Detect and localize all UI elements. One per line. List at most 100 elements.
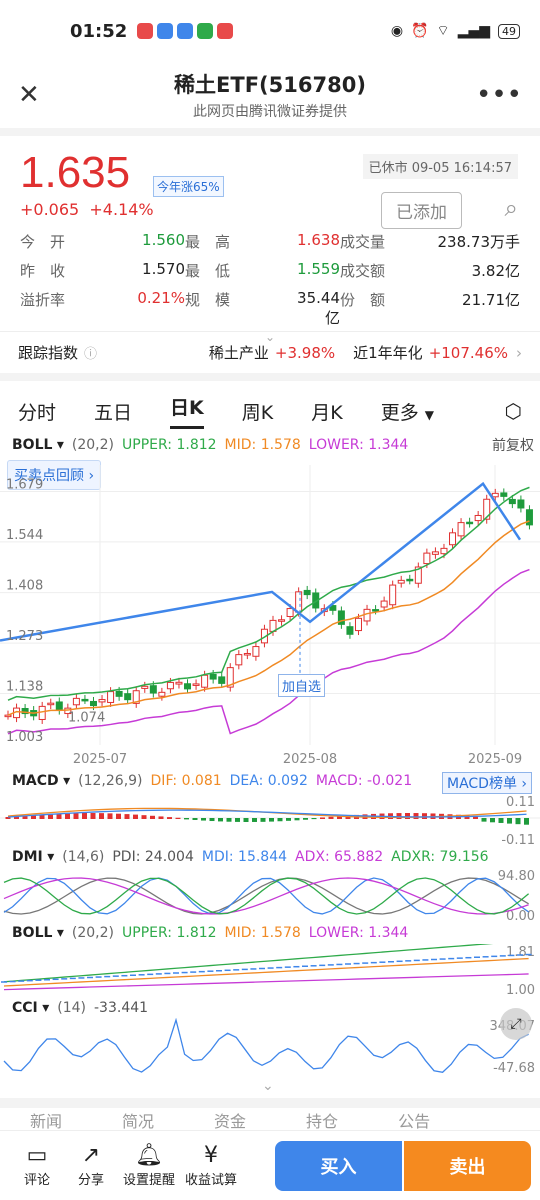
candle-body — [175, 681, 183, 685]
boll-selector[interactable]: BOLL ▾ — [12, 437, 64, 453]
macd-selector[interactable]: MACD ▾ — [12, 773, 71, 789]
macd-bar — [90, 813, 96, 819]
candle-body — [397, 579, 405, 584]
candle-body — [354, 617, 362, 632]
candle-body — [235, 654, 243, 666]
candle-body — [149, 685, 157, 694]
candle-body — [389, 584, 397, 606]
divider — [0, 373, 540, 381]
macd-bar — [303, 818, 308, 820]
share-button[interactable]: ↗ 分享 — [64, 1143, 118, 1188]
tracking-index-row[interactable]: 跟踪指数 ⓘ 稀土产业 +3.98% 近1年年化 +107.46% › — [0, 331, 540, 373]
macd-bar — [243, 818, 249, 822]
added-button[interactable]: 已添加 — [381, 192, 462, 229]
candle-body — [449, 532, 457, 546]
trend-line — [0, 481, 522, 642]
cci-selector[interactable]: CCI ▾ — [12, 1000, 50, 1016]
candle-body — [81, 698, 89, 702]
macd-bar — [141, 815, 147, 819]
more-icon[interactable]: ••• — [475, 80, 522, 110]
candle-body — [372, 609, 380, 612]
tab-profile[interactable]: 简况 — [122, 1112, 155, 1130]
tab-funds[interactable]: 资金 — [214, 1112, 247, 1130]
candle-body — [337, 610, 345, 625]
boll2-selector[interactable]: BOLL ▾ — [12, 925, 64, 941]
candle-body — [278, 619, 286, 622]
candle-body — [466, 521, 474, 525]
close-icon[interactable]: ✕ — [18, 80, 40, 110]
fullscreen-icon[interactable]: ⤢ — [500, 1008, 532, 1040]
candle-body — [483, 498, 491, 520]
macd-bar — [345, 815, 351, 819]
macd-bar — [337, 816, 342, 819]
buy-button[interactable]: 买入 — [275, 1141, 402, 1191]
macd-bar — [56, 813, 62, 819]
page-title: 稀土ETF(516780) — [174, 73, 366, 97]
macd-rank-button[interactable]: MACD榜单 › — [441, 772, 532, 794]
macd-bar — [490, 818, 495, 823]
share-label: 分享 — [77, 1173, 104, 1188]
bottom-content-tabs: 新闻 简况 资金 持仓 公告 — [0, 1108, 540, 1130]
tab-announcements[interactable]: 公告 — [398, 1112, 431, 1130]
candle-body — [474, 514, 482, 522]
boll2-chart: 1.81 1.00 — [1, 944, 535, 996]
expand-chevron-icon[interactable]: ⌄ — [262, 1078, 274, 1094]
boll2-top-label: 1.81 — [506, 945, 535, 960]
wifi-icon: ⌔ — [436, 23, 450, 39]
tab-monthly-k[interactable]: 月K — [311, 401, 343, 424]
signal-icon: ▂▄▆ — [457, 23, 490, 39]
candle-body — [491, 492, 499, 498]
expand-chevron-icon[interactable]: ⌄ — [264, 330, 276, 344]
adjust-type[interactable]: 前复权 — [492, 438, 534, 454]
stat-value: 1.570 — [142, 260, 185, 278]
comment-button[interactable]: ▭ 评论 — [10, 1143, 64, 1188]
settings-icon[interactable]: ⬡ — [504, 399, 522, 423]
profit-calc-button[interactable]: ¥ 收益试算 — [180, 1143, 242, 1188]
dmi-line — [3, 877, 529, 915]
dmi-bottom-label: 0.00 — [506, 909, 535, 923]
tab-more[interactable]: 更多 ▼ — [380, 401, 434, 424]
macd-bar — [481, 818, 487, 822]
macd-bar — [124, 814, 130, 819]
candlestick-chart[interactable]: 1.679 1.544 1.408 1.273 1.138 1.003 1.074 2025-… — [0, 455, 540, 770]
candle-body — [252, 646, 260, 657]
stat-value: 1.560 — [142, 231, 185, 249]
tab-five-day[interactable]: 五日 — [94, 401, 133, 424]
macd-header: MACD ▾ (12,26,9) DIF: 0.081 DEA: 0.092 M… — [0, 773, 540, 789]
tab-weekly-k[interactable]: 周K — [241, 401, 274, 424]
candle-body — [184, 683, 192, 690]
trade-review-button[interactable]: 买卖点回顾 › — [7, 460, 102, 490]
dmi-pdi: PDI: 24.004 — [112, 849, 194, 865]
tab-holdings[interactable]: 持仓 — [306, 1112, 339, 1130]
macd-bar — [133, 814, 138, 819]
comment-label: 评论 — [23, 1173, 50, 1188]
boll-lower-line — [7, 568, 530, 735]
comment-icon: ▭ — [26, 1143, 48, 1168]
candle-body — [4, 714, 12, 718]
candle-body — [500, 492, 508, 497]
candle-body — [414, 566, 422, 584]
macd-bar — [464, 815, 470, 819]
stat-label: 今 开 — [20, 233, 66, 251]
annual-return: +107.46% — [428, 343, 508, 362]
search-icon[interactable]: ⌕ — [504, 194, 518, 222]
candle-body — [201, 674, 209, 688]
tab-news[interactable]: 新闻 — [30, 1112, 63, 1130]
y-tick-label: 1.003 — [6, 730, 43, 745]
price-change: +0.065 — [20, 200, 80, 219]
tab-minute[interactable]: 分时 — [18, 401, 57, 424]
tab-daily-k[interactable]: 日K — [170, 393, 204, 429]
sell-button[interactable]: 卖出 — [404, 1141, 531, 1191]
macd-bar — [209, 818, 215, 822]
info-icon[interactable]: ⓘ — [84, 347, 98, 362]
dmi-adxr: ADXR: 79.156 — [391, 849, 489, 865]
dmi-top-label: 94.80 — [498, 869, 535, 884]
add-watch-marker[interactable]: 加自选 — [278, 674, 326, 697]
status-time: 01:52 — [70, 20, 128, 42]
dmi-selector[interactable]: DMI ▾ — [12, 849, 55, 865]
candle-body — [431, 551, 439, 555]
ytd-badge: 今年涨65% — [153, 176, 224, 197]
set-alert-button[interactable]: 🔔︎ 设置提醒 — [118, 1143, 180, 1188]
price-change-pct: +4.14% — [89, 200, 154, 219]
macd-bar — [22, 815, 28, 819]
